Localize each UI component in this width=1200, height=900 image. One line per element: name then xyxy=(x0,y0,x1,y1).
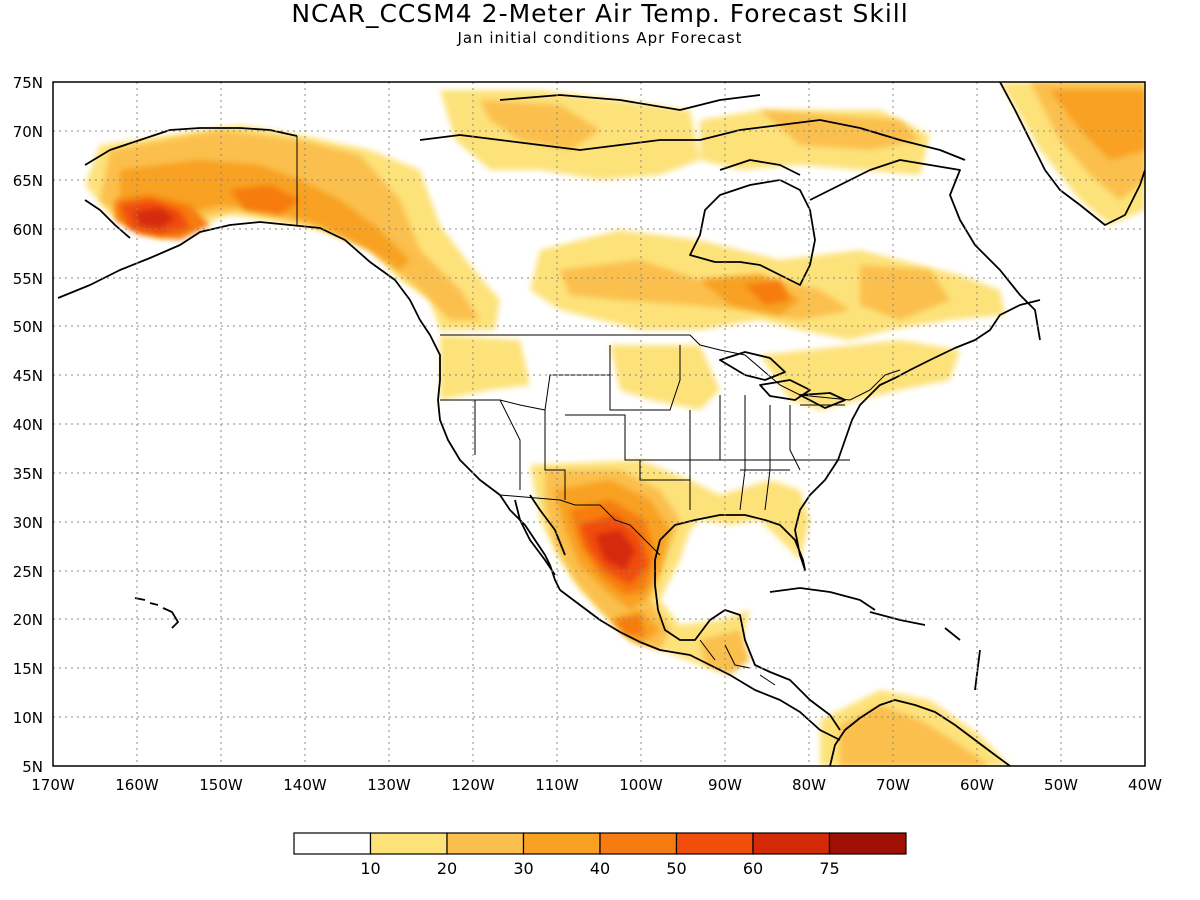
colorbar-swatch xyxy=(369,832,448,855)
lon-label: 50W xyxy=(1044,776,1078,794)
map-subtitle: Jan initial conditions Apr Forecast xyxy=(457,29,743,47)
lat-label: 45N xyxy=(13,367,43,385)
lat-label: 15N xyxy=(13,660,43,678)
lon-label: 60W xyxy=(960,776,994,794)
colorbar-swatch xyxy=(446,832,525,855)
baja-coast xyxy=(514,494,566,576)
lat-label: 25N xyxy=(13,563,43,581)
colorbar-label: 75 xyxy=(819,859,839,878)
lon-label: 150W xyxy=(199,776,243,794)
lat-label: 35N xyxy=(13,465,43,483)
lat-label: 55N xyxy=(13,270,43,288)
graticule xyxy=(53,82,1145,766)
colorbar-swatch xyxy=(828,832,907,855)
colorbar-swatch xyxy=(522,832,601,855)
longitude-labels: 170W 160W 150W 140W 130W 120W 110W 100W … xyxy=(31,776,1162,794)
lat-label: 30N xyxy=(13,514,43,532)
skill-level-60-75 xyxy=(135,208,635,570)
lat-label: 20N xyxy=(13,611,43,629)
lon-label: 130W xyxy=(367,776,411,794)
mexico-pacific-coast xyxy=(559,589,841,741)
lat-label: 70N xyxy=(13,123,43,141)
map-frame xyxy=(52,81,1146,767)
lon-label: 40W xyxy=(1128,776,1162,794)
us-mexico-border xyxy=(499,494,661,556)
lat-label: 65N xyxy=(13,172,43,190)
lat-label: 40N xyxy=(13,416,43,434)
lat-label: 75N xyxy=(13,74,43,92)
lon-label: 80W xyxy=(792,776,826,794)
caribbean-islands xyxy=(769,587,981,691)
map-title: NCAR_CCSM4 2-Meter Air Temp. Forecast Sk… xyxy=(291,0,909,28)
colorbar-label: 50 xyxy=(666,859,686,878)
lon-label: 90W xyxy=(708,776,742,794)
lon-label: 170W xyxy=(31,776,75,794)
skill-shading xyxy=(85,82,1145,766)
central-america-borders xyxy=(699,639,776,686)
west-coast xyxy=(419,319,561,591)
greenland-coast xyxy=(999,82,1145,226)
colorbar-label: 20 xyxy=(437,859,457,878)
lat-label: 60N xyxy=(13,221,43,239)
lon-label: 120W xyxy=(451,776,495,794)
colorbar-swatch xyxy=(675,832,754,855)
lon-label: 160W xyxy=(115,776,159,794)
south-america-coast xyxy=(829,699,1011,766)
colorbar-swatch xyxy=(293,832,372,855)
colorbar-label: 40 xyxy=(590,859,610,878)
colorbar: 10 20 30 40 50 60 75 xyxy=(293,832,907,878)
latitude-labels: 75N 70N 65N 60N 55N 50N 45N 40N 35N 30N … xyxy=(13,74,43,776)
us-state-lines xyxy=(440,345,850,511)
coastlines xyxy=(57,82,1145,766)
hudson-bay xyxy=(689,179,816,286)
lon-label: 110W xyxy=(535,776,579,794)
labrador-coast xyxy=(809,159,1041,341)
colorbar-label: 30 xyxy=(513,859,533,878)
lon-label: 70W xyxy=(876,776,910,794)
lat-label: 50N xyxy=(13,318,43,336)
colorbar-swatch xyxy=(752,832,831,855)
alaska-coast xyxy=(57,127,421,321)
colorbar-label: 60 xyxy=(743,859,763,878)
lon-label: 140W xyxy=(283,776,327,794)
lon-label: 100W xyxy=(619,776,663,794)
lat-label: 5N xyxy=(22,758,43,776)
colorbar-swatch xyxy=(599,832,678,855)
arctic-islands xyxy=(419,94,966,176)
gulf-coast xyxy=(654,299,1041,731)
hawaii xyxy=(134,597,179,629)
lat-label: 10N xyxy=(13,709,43,727)
colorbar-label: 10 xyxy=(360,859,380,878)
political-borders xyxy=(296,136,901,686)
us-canada-border xyxy=(440,334,901,401)
